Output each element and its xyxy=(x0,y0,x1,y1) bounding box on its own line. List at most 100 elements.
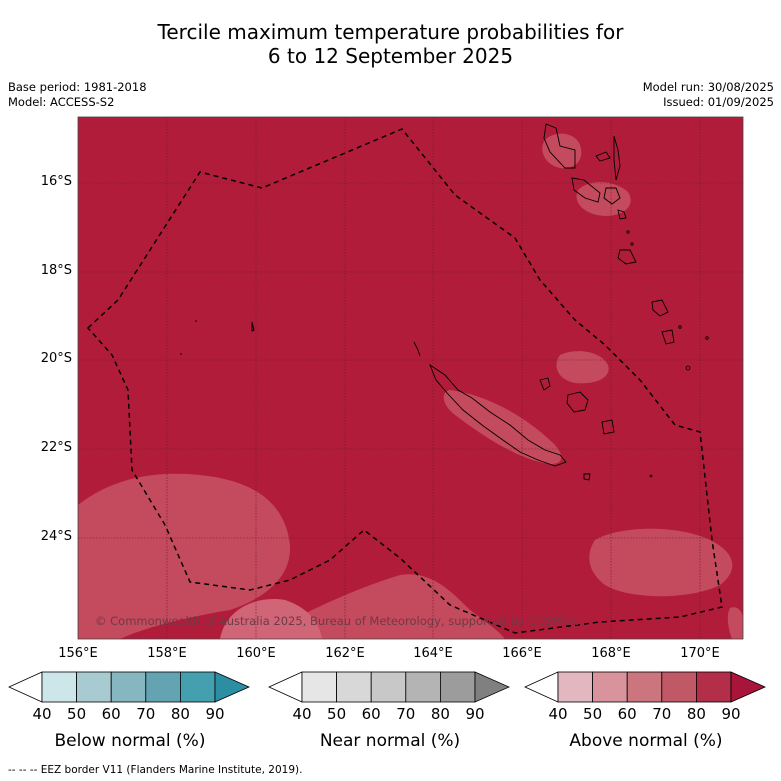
colorbar-tick-label: 80 xyxy=(170,705,190,723)
colorbar-left-extend xyxy=(8,671,43,703)
new-caledonia-island xyxy=(429,363,567,467)
colorbar-tick-label: 60 xyxy=(101,705,121,723)
mare-island xyxy=(601,419,615,435)
probability-patch-southwest xyxy=(78,473,291,639)
probability-patch-newcal xyxy=(443,390,562,465)
isle-of-pines xyxy=(583,473,591,481)
chesterfield-reef xyxy=(251,321,255,332)
longitude-label: 166°E xyxy=(502,646,542,661)
latitude-label: 22°S xyxy=(40,440,72,455)
latitude-label: 18°S xyxy=(40,263,72,278)
colorbar xyxy=(8,671,250,703)
meta-right: Model run: 30/08/2025 Issued: 01/09/2025 xyxy=(643,80,774,110)
eez-footnote: -- -- -- EEZ border V11 (Flanders Marine… xyxy=(8,764,303,776)
colorbar-right-extend xyxy=(730,671,766,703)
model-name: Model: ACCESS-S2 xyxy=(8,95,115,109)
ambae-island xyxy=(595,151,611,162)
probability-patch-east xyxy=(556,351,609,384)
small-island-2 xyxy=(705,336,709,340)
meta-left: Base period: 1981-2018 Model: ACCESS-S2 xyxy=(8,80,147,110)
belep-islands xyxy=(413,341,421,357)
espiritu-santo-island xyxy=(543,123,576,169)
small-island-4 xyxy=(649,474,653,478)
colorbar-segment xyxy=(370,671,407,703)
colorbar-tick-label: 40 xyxy=(292,705,312,723)
probability-patch-south xyxy=(255,574,505,639)
small-island-6 xyxy=(630,242,634,246)
colorbar-segment xyxy=(301,671,337,703)
colorbar-tick-label: 40 xyxy=(548,705,568,723)
longitude-label: 160°E xyxy=(236,646,276,661)
colorbar-tick-label: 40 xyxy=(32,705,52,723)
colorbar-left-extend xyxy=(524,671,559,703)
base-period: Base period: 1981-2018 xyxy=(8,80,147,94)
colorbar-tick-label: 50 xyxy=(327,705,347,723)
efate-island xyxy=(603,187,621,205)
probability-patch-southeast xyxy=(589,528,733,597)
colorbar-segment xyxy=(76,671,112,703)
colorbar-segment xyxy=(592,671,628,703)
colorbar-title: Near normal (%) xyxy=(319,731,461,751)
colorbar-segment xyxy=(336,671,372,703)
colorbar-tick-label: 60 xyxy=(361,705,381,723)
colorbar-tick-label: 80 xyxy=(686,705,706,723)
colorbar-title: Below normal (%) xyxy=(54,731,206,751)
longitude-label: 156°E xyxy=(58,646,98,661)
colorbar-segment xyxy=(557,671,593,703)
colorbar-tick-label: 60 xyxy=(617,705,637,723)
graticule xyxy=(78,117,743,639)
maewo-island xyxy=(613,135,621,181)
reef-2 xyxy=(180,353,182,355)
colorbar-tick-label: 50 xyxy=(67,705,87,723)
lifou-island xyxy=(566,391,589,413)
colorbar-tick-label: 70 xyxy=(136,705,156,723)
eez-border xyxy=(86,128,723,634)
colorbar xyxy=(524,671,766,703)
longitude-label: 170°E xyxy=(680,646,720,661)
tanna-area-islands xyxy=(617,209,637,265)
small-island-5 xyxy=(626,230,630,234)
map-frame xyxy=(77,116,744,640)
colorbar-right-extend xyxy=(214,671,250,703)
colorbar-segment xyxy=(439,671,476,703)
probability-patch-vanuatu-north xyxy=(542,133,582,169)
colorbar-right-extend xyxy=(474,671,510,703)
colorbar-segment xyxy=(41,671,77,703)
colorbar-left-extend xyxy=(268,671,303,703)
colorbar-tick-label: 90 xyxy=(465,705,485,723)
colorbar-tick-label: 50 xyxy=(583,705,603,723)
title-line-1: Tercile maximum temperature probabilitie… xyxy=(157,20,624,44)
latitude-label: 24°S xyxy=(40,529,72,544)
title-line-2: 6 to 12 September 2025 xyxy=(267,44,514,68)
latitude-label: 16°S xyxy=(40,174,72,189)
latitude-label: 20°S xyxy=(40,351,72,366)
model-run: Model run: 30/08/2025 xyxy=(642,80,774,94)
colorbar-segment xyxy=(626,671,663,703)
colorbar-segment xyxy=(661,671,697,703)
colorbar-segment xyxy=(405,671,441,703)
colorbar-segment xyxy=(145,671,181,703)
southern-islands xyxy=(651,299,675,345)
colorbar-title: Above normal (%) xyxy=(569,731,723,751)
longitude-label: 162°E xyxy=(325,646,365,661)
issued-date: Issued: 01/09/2025 xyxy=(663,95,774,109)
reef-1 xyxy=(195,320,197,322)
colorbar-tick-label: 90 xyxy=(205,705,225,723)
longitude-label: 164°E xyxy=(413,646,453,661)
map-title: Tercile maximum temperature probabilitie… xyxy=(0,20,781,68)
colorbar-segment xyxy=(110,671,147,703)
colorbar-tick-label: 70 xyxy=(396,705,416,723)
longitude-label: 158°E xyxy=(147,646,187,661)
colorbar-segment xyxy=(695,671,732,703)
ouvea-island xyxy=(539,377,551,391)
colorbar xyxy=(268,671,510,703)
colorbar-tick-label: 80 xyxy=(430,705,450,723)
colorbar-segment xyxy=(179,671,216,703)
small-island-1 xyxy=(678,325,682,329)
probability-patch-corner xyxy=(727,607,743,639)
small-island-3 xyxy=(685,365,691,371)
probability-patch-southwest-inner xyxy=(220,599,322,639)
colorbar-tick-label: 90 xyxy=(721,705,741,723)
longitude-label: 168°E xyxy=(591,646,631,661)
